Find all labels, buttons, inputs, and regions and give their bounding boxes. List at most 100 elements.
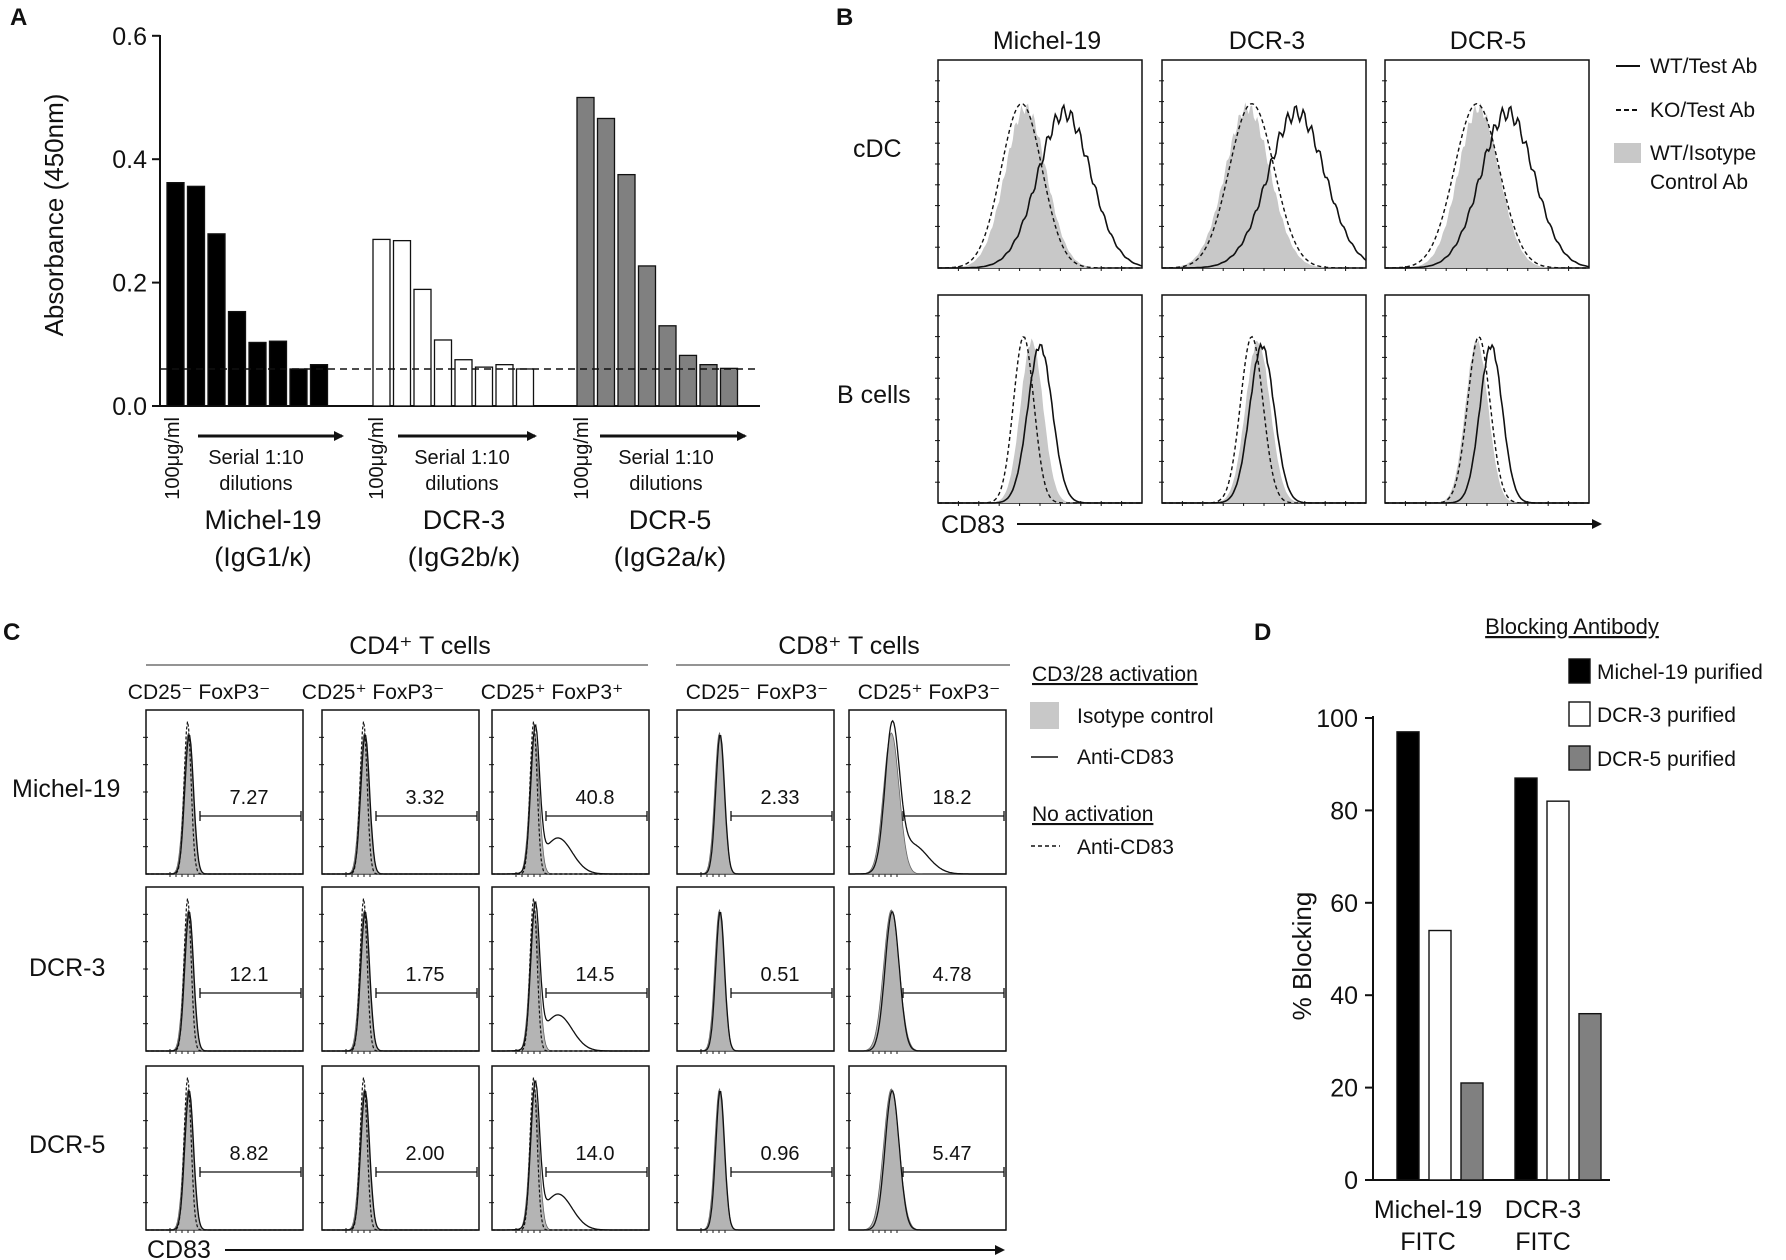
panel-c-histogram: 14.5: [489, 886, 650, 1054]
panel-b-isotype-histogram: [938, 103, 1142, 268]
panel-a-bar-dcr-5: [699, 364, 718, 407]
panel-c-activated-histogram: [492, 900, 649, 1052]
panel-b-histogram: [935, 59, 1143, 271]
panel-c-isotype-histogram: [492, 1087, 649, 1231]
panel-b-ko-histogram: [937, 102, 1142, 269]
panel-c-resting-histogram: [146, 721, 303, 875]
panel-d: D % Blocking 0 20 40 60 80 100 Michel-19 FITC D…: [1254, 614, 1763, 1256]
panel-b-histogram: [1382, 59, 1590, 271]
panel-c-plot-frame: [321, 709, 480, 875]
panel-c-gate-value: 4.78: [933, 964, 972, 986]
panel-a-dilution-label-1: Serial 1:10: [618, 447, 714, 469]
legend-wt-test: WT/Test Ab: [1650, 55, 1757, 78]
panel-c-activated-histogram: [492, 723, 649, 875]
panel-c-col-1: CD25⁻ FoxP3⁻: [128, 681, 270, 704]
panel-a-dilution-label-2: dilutions: [425, 473, 498, 495]
panel-c-activated-histogram: [849, 1090, 1006, 1231]
panel-a-bar-michel-19: [268, 340, 288, 407]
panel-c-resting-histogram: [492, 1077, 649, 1231]
panel-a-bar-dcr-3: [372, 238, 391, 407]
panel-b-histogram: [1159, 59, 1367, 271]
panel-d-bar: [1460, 1082, 1484, 1181]
legend-isotype-1: WT/Isotype: [1650, 142, 1756, 165]
panel-c-gate-value: 2.00: [406, 1143, 445, 1165]
panel-c: C CD4⁺ T cells CD8⁺ T cells CD25⁻ FoxP3⁻…: [3, 619, 1214, 1260]
legend-no-activation-heading: No activation: [1032, 803, 1153, 826]
panel-d-y-tick-label: 100: [1316, 705, 1358, 733]
panel-d-legend-swatch: [1568, 745, 1591, 771]
panel-c-histogram: 2.00: [319, 1065, 480, 1233]
panel-c-gate-value: 14.0: [576, 1143, 615, 1165]
panel-b-isotype-histogram: [1162, 341, 1366, 503]
panel-c-activated-histogram: [677, 912, 834, 1052]
panel-d-y-tick-label: 80: [1330, 797, 1358, 825]
panel-b-ko-histogram: [1384, 102, 1589, 269]
panel-a-start-conc: 100μg/ml: [366, 417, 388, 500]
panel-c-plot-frame: [145, 886, 304, 1052]
panel-c-isotype-histogram: [849, 732, 1006, 875]
panel-c-plot-frame: [848, 1065, 1007, 1231]
panel-a-group-name: DCR-3: [423, 505, 506, 535]
panel-b-histogram: [1382, 294, 1590, 506]
panel-c-letter: C: [3, 619, 20, 646]
panel-a-y-tick-label: 0.0: [112, 393, 147, 421]
panel-a-bar-michel-19: [166, 181, 185, 407]
panel-c-plot-frame: [321, 886, 480, 1052]
panel-a-bar-michel-19: [309, 364, 329, 407]
panel-c-isotype-histogram: [492, 731, 649, 875]
legend-ko-test: KO/Test Ab: [1650, 99, 1755, 122]
legend-isotype-swatch: [1030, 702, 1059, 729]
legend-isotype-2: Control Ab: [1650, 171, 1748, 194]
panel-b-histogram: [935, 294, 1143, 506]
panel-c-isotype-histogram: [322, 731, 479, 875]
panel-a-bar-michel-19: [289, 368, 308, 407]
panel-c-col-2: CD25⁺ FoxP3⁻: [302, 681, 444, 704]
panel-c-isotype-histogram: [146, 908, 303, 1052]
panel-c-activated-histogram: [322, 735, 479, 875]
panel-c-isotype-histogram: [677, 1087, 834, 1231]
panel-c-resting-histogram: [146, 1077, 303, 1231]
panel-c-group-cd4: CD4⁺ T cells: [349, 632, 490, 660]
panel-d-legend-label: DCR-5 purified: [1597, 748, 1736, 771]
panel-d-y-tick-label: 60: [1330, 890, 1358, 918]
panel-b-wt-histogram: [938, 343, 1142, 504]
panel-b-legend: WT/Test Ab KO/Test Ab WT/Isotype Control…: [1614, 55, 1757, 194]
panel-c-activated-histogram: [849, 719, 1006, 875]
panel-d-bar: [1428, 929, 1452, 1181]
panel-c-resting-histogram: [322, 1077, 479, 1231]
panel-a-bar-dcr-3: [392, 239, 412, 407]
panel-c-activated-histogram: [146, 735, 303, 875]
panel-c-row-dcr3: DCR-3: [29, 954, 105, 982]
panel-c-gate-value: 1.75: [406, 964, 445, 986]
panel-c-histogram: 4.78: [846, 886, 1007, 1054]
panel-a-bar-michel-19: [248, 341, 267, 407]
panel-c-histogram: 8.82: [143, 1065, 304, 1233]
panel-c-histogram: 14.0: [489, 1065, 650, 1233]
panel-a-dilution-label-1: Serial 1:10: [208, 447, 304, 469]
panel-c-legend: CD3/28 activation Isotype control Anti-C…: [1030, 663, 1214, 859]
panel-b-col-dcr3: DCR-3: [1229, 27, 1305, 55]
panel-c-histogram: 0.51: [674, 886, 835, 1054]
panel-c-isotype-histogram: [849, 909, 1006, 1052]
panel-c-histogram: 2.33: [674, 709, 835, 877]
panel-a-bar-dcr-5: [678, 354, 698, 407]
panel-c-isotype-histogram: [677, 731, 834, 875]
panel-c-plot-frame: [145, 1065, 304, 1231]
panel-d-y-tick-label: 20: [1330, 1075, 1358, 1103]
panel-a-y-tick-label: 0.4: [112, 146, 147, 174]
panel-a-start-conc: 100μg/ml: [162, 417, 184, 500]
panel-a-dilution-label-2: dilutions: [219, 473, 292, 495]
panel-a-bar-dcr-3: [433, 339, 453, 407]
panel-a-bar-dcr-5: [596, 117, 616, 407]
panel-c-histogram: 3.32: [319, 709, 480, 877]
panel-b-col-dcr5: DCR-5: [1450, 27, 1526, 55]
panel-c-gate-value: 0.51: [761, 964, 800, 986]
panel-c-plot-frame: [145, 709, 304, 875]
panel-c-gate-value: 18.2: [933, 787, 972, 809]
panel-c-plot-frame: [848, 886, 1007, 1052]
panel-a-bar-dcr-5: [658, 325, 677, 407]
panel-b-letter: B: [836, 4, 853, 31]
panel-c-plot-frame: [676, 1065, 835, 1231]
panel-c-resting-histogram: [146, 898, 303, 1052]
panel-c-col-4: CD25⁻ FoxP3⁻: [686, 681, 828, 704]
